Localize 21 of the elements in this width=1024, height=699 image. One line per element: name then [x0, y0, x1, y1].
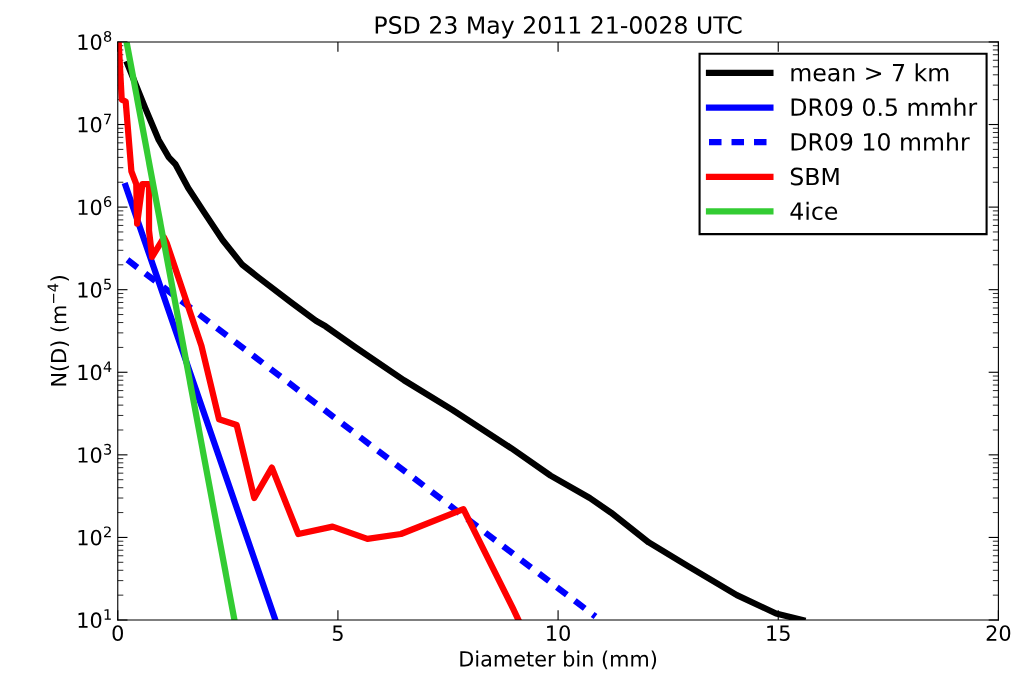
- x-tick-label: 0: [112, 625, 123, 641]
- legend-label: DR09 0.5 mmhr: [791, 97, 978, 117]
- x-tick-label: 5: [332, 625, 343, 641]
- x-axis-title: Diameter bin (mm): [460, 650, 657, 670]
- legend-label: mean > 7 km: [791, 63, 949, 82]
- x-tick-label: 10: [547, 625, 570, 641]
- y-tick-label: 10$^{5}$: [78, 278, 111, 298]
- y-axis-title: N(D) (m$^{−4}$): [47, 276, 69, 386]
- y-tick-label: 10$^{4}$: [78, 361, 112, 381]
- legend-label: DR09 10 mmhr: [791, 132, 970, 151]
- y-tick-label: 10$^{7}$: [78, 113, 111, 133]
- y-tick-label: 10$^{8}$: [78, 30, 112, 50]
- y-tick-label: 10$^{6}$: [78, 196, 112, 216]
- x-tick-label: 15: [767, 625, 790, 641]
- legend-label: 4ice: [790, 201, 838, 221]
- y-tick-label: 10$^{3}$: [78, 443, 112, 463]
- legend-label: SBM: [790, 167, 839, 186]
- x-tick-label: 20: [986, 625, 1011, 641]
- y-tick-label: 10$^{1}$: [78, 609, 111, 629]
- y-tick-label: 10$^{2}$: [78, 526, 111, 546]
- chart-title: PSD 23 May 2011 21-0028 UTC: [375, 16, 742, 39]
